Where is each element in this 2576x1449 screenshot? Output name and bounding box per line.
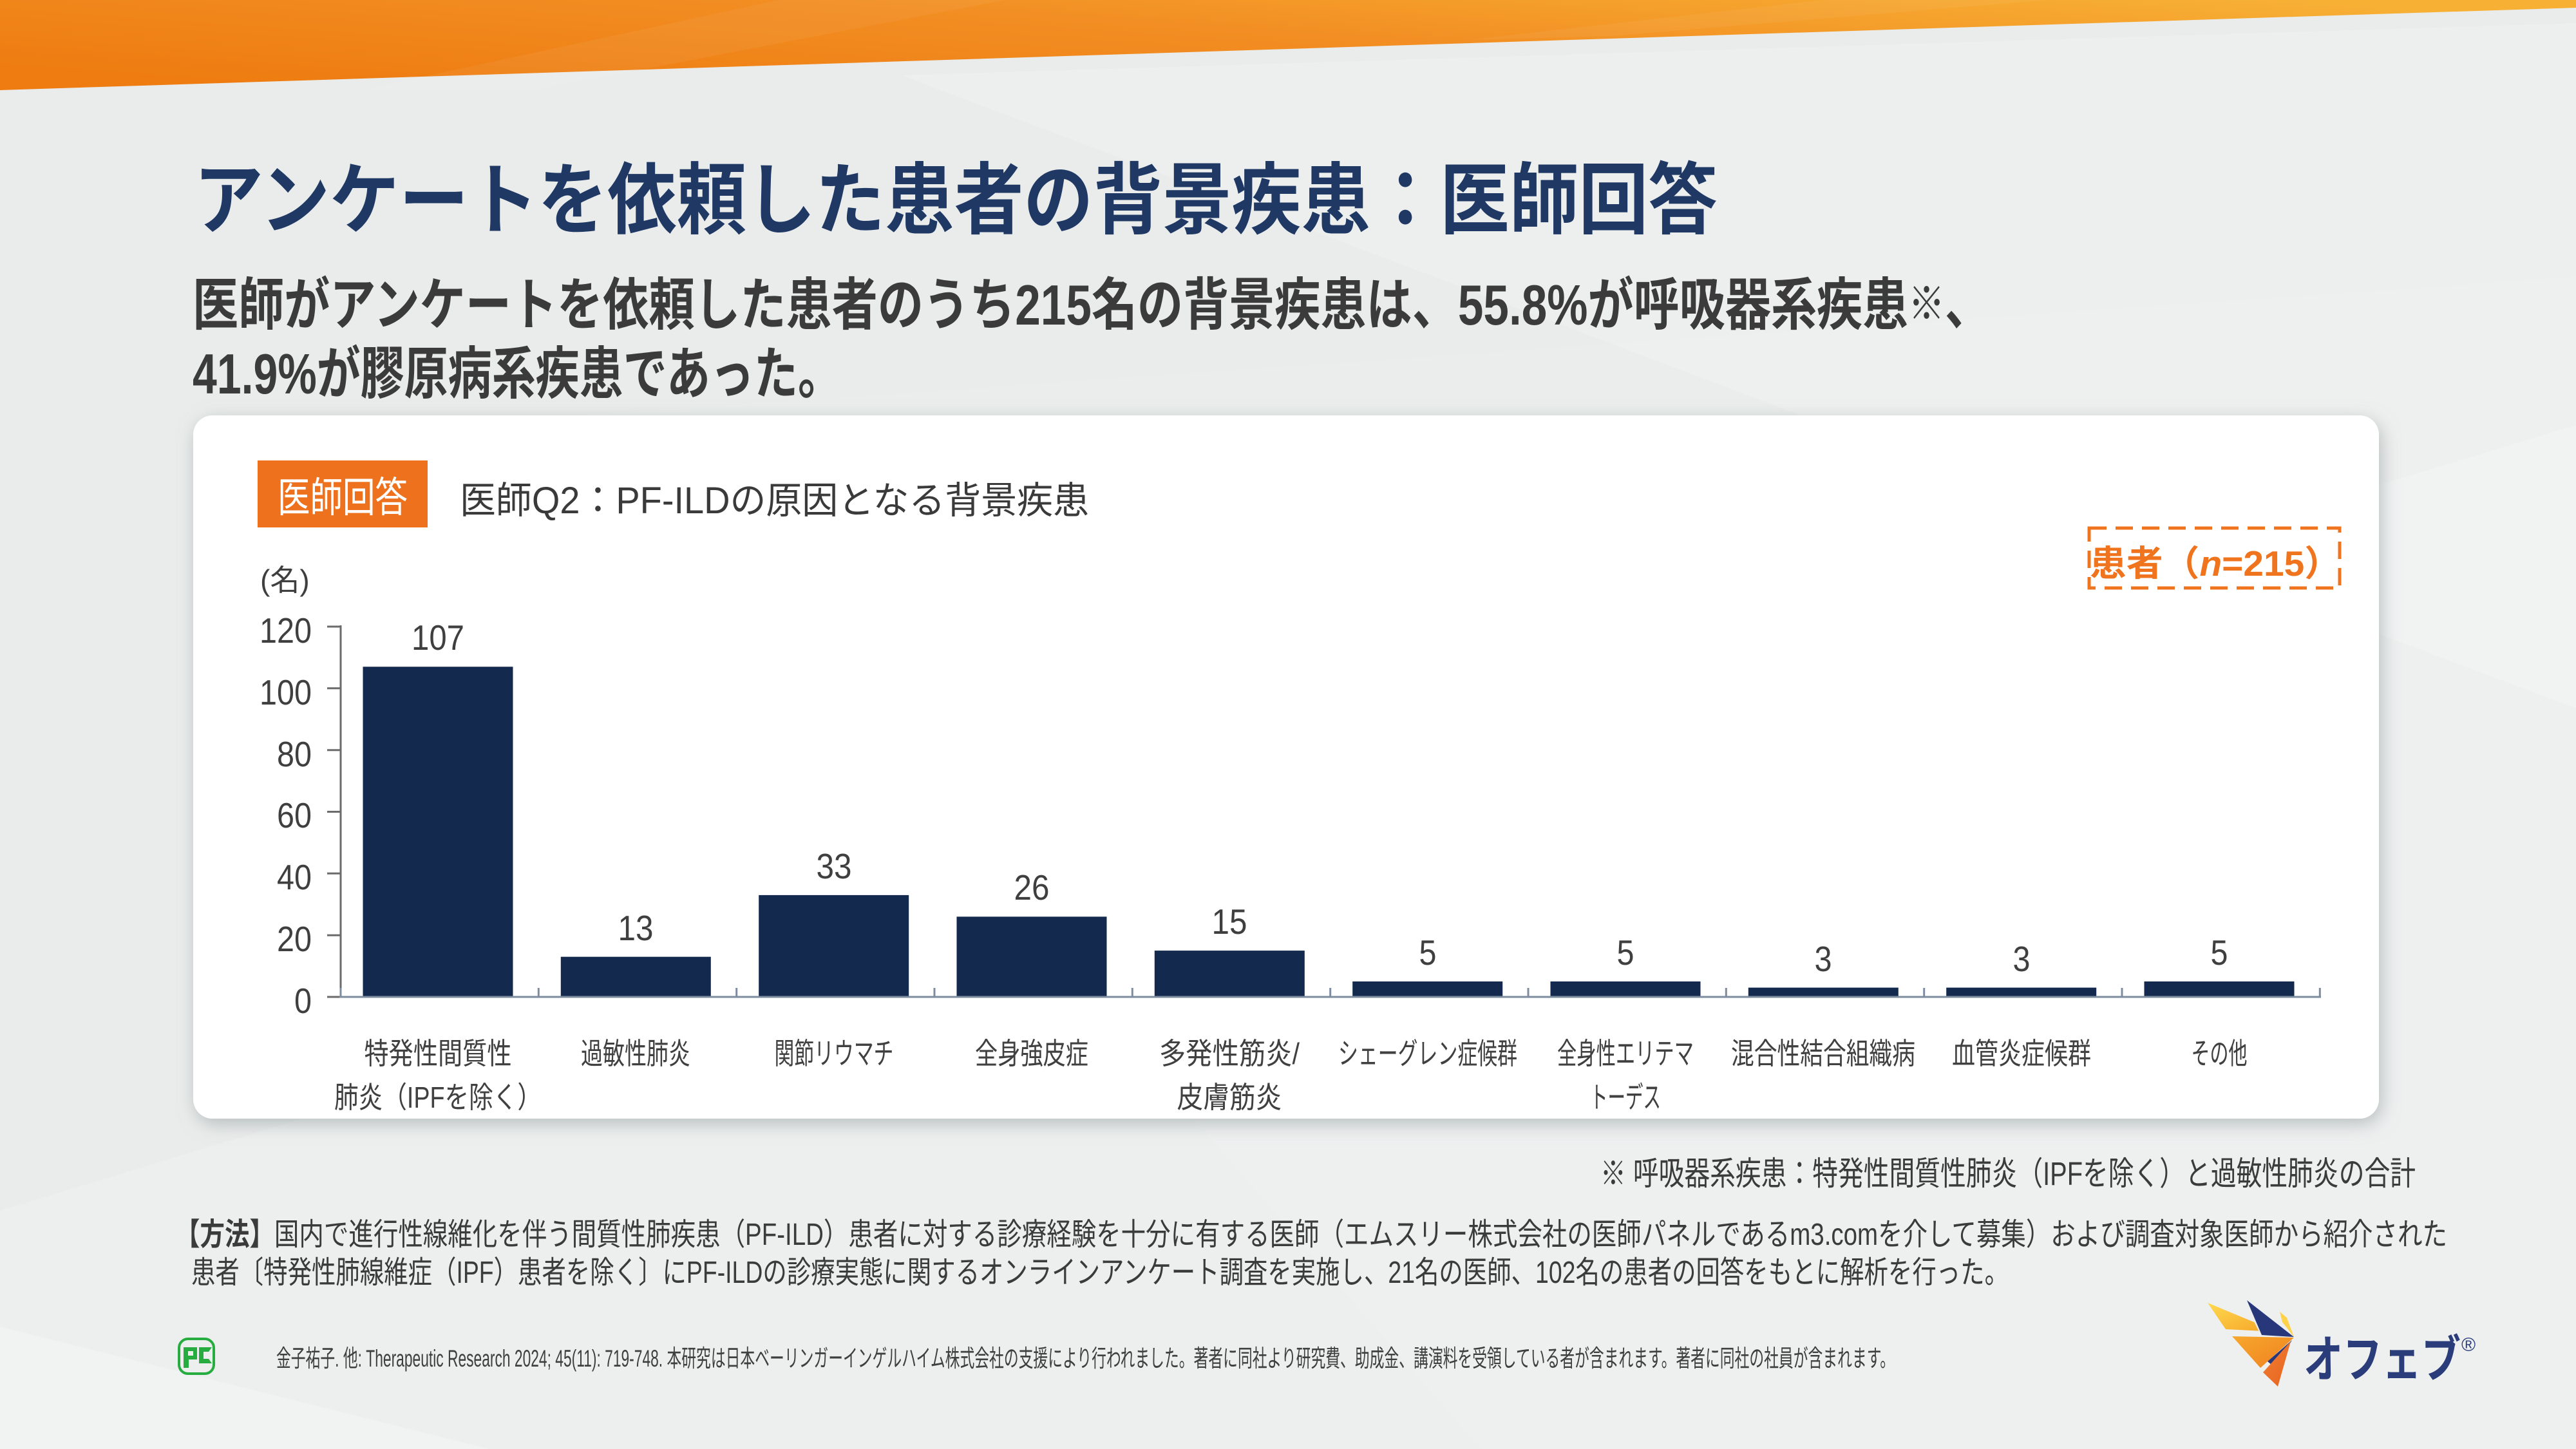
svg-text:(名): (名) <box>260 564 310 597</box>
svg-text:3: 3 <box>1815 939 1832 979</box>
svg-text:15: 15 <box>1212 902 1247 942</box>
svg-text:41.9%が膠原病系疾患であった。: 41.9%が膠原病系疾患であった。 <box>193 342 842 406</box>
svg-text:トーデス: トーデス <box>1590 1081 1661 1114</box>
svg-text:医師Q2：PF-ILDの原因となる背景疾患: 医師Q2：PF-ILDの原因となる背景疾患 <box>460 480 1089 522</box>
svg-text:5: 5 <box>1617 933 1634 972</box>
svg-text:40: 40 <box>277 857 312 897</box>
svg-text:多発性筋炎/: 多発性筋炎/ <box>1159 1037 1300 1070</box>
svg-text:シェーグレン症候群: シェーグレン症候群 <box>1338 1037 1517 1070</box>
svg-text:5: 5 <box>1419 933 1437 972</box>
svg-text:※ 呼吸器系疾患：特発性間質性肺炎（IPFを除く）と過敏性肺: ※ 呼吸器系疾患：特発性間質性肺炎（IPFを除く）と過敏性肺炎の合計 <box>1600 1155 2416 1192</box>
svg-text:107: 107 <box>412 618 464 658</box>
svg-text:オフェブ: オフェブ <box>2304 1331 2461 1388</box>
svg-text:患者〔特発性肺線維症（IPF）患者を除く〕にPF-ILDの診: 患者〔特発性肺線維症（IPF）患者を除く〕にPF-ILDの診療実態に関するオンラ… <box>191 1256 2009 1290</box>
svg-text:3: 3 <box>2013 939 2031 979</box>
svg-text:混合性結合組織病: 混合性結合組織病 <box>1731 1037 1915 1070</box>
svg-text:医師がアンケートを依頼した患者のうち215名の背景疾患は、5: 医師がアンケートを依頼した患者のうち215名の背景疾患は、55.8%が呼吸器系疾… <box>193 273 1991 337</box>
svg-text:血管炎症候群: 血管炎症候群 <box>1952 1037 2091 1070</box>
svg-text:アンケートを依頼した患者の背景疾患：医師回答: アンケートを依頼した患者の背景疾患：医師回答 <box>194 156 1718 244</box>
svg-text:100: 100 <box>260 672 312 712</box>
svg-text:5: 5 <box>2211 933 2228 972</box>
svg-text:60: 60 <box>277 795 312 835</box>
svg-text:33: 33 <box>817 846 852 886</box>
svg-text:13: 13 <box>618 908 654 948</box>
svg-text:金子祐子. 他: Therapeutic Research: 金子祐子. 他: Therapeutic Research 2024; 45(1… <box>276 1345 1895 1372</box>
svg-text:特発性間質性: 特発性間質性 <box>365 1037 512 1070</box>
svg-text:皮膚筋炎: 皮膚筋炎 <box>1177 1081 1282 1114</box>
svg-text:80: 80 <box>277 734 312 774</box>
svg-text:®: ® <box>2461 1334 2476 1356</box>
svg-text:20: 20 <box>277 919 312 959</box>
svg-text:26: 26 <box>1014 867 1050 907</box>
svg-text:医師回答: 医師回答 <box>278 475 408 521</box>
svg-text:患者（n=215）: 患者（n=215） <box>2090 544 2341 583</box>
svg-text:全身強皮症: 全身強皮症 <box>975 1037 1088 1070</box>
svg-text:関節リウマチ: 関節リウマチ <box>775 1037 894 1070</box>
svg-text:肺炎（IPFを除く）: 肺炎（IPFを除く） <box>334 1081 542 1114</box>
svg-text:【方法】国内で進行性線維化を伴う間質性肺疾患（PF-ILD）: 【方法】国内で進行性線維化を伴う間質性肺疾患（PF-ILD）患者に対する診療経験… <box>175 1218 2447 1252</box>
svg-text:0: 0 <box>294 981 312 1021</box>
svg-text:過敏性肺炎: 過敏性肺炎 <box>581 1037 690 1070</box>
svg-text:その他: その他 <box>2192 1037 2248 1070</box>
svg-text:全身性エリテマ: 全身性エリテマ <box>1557 1037 1694 1070</box>
svg-text:120: 120 <box>260 611 312 650</box>
